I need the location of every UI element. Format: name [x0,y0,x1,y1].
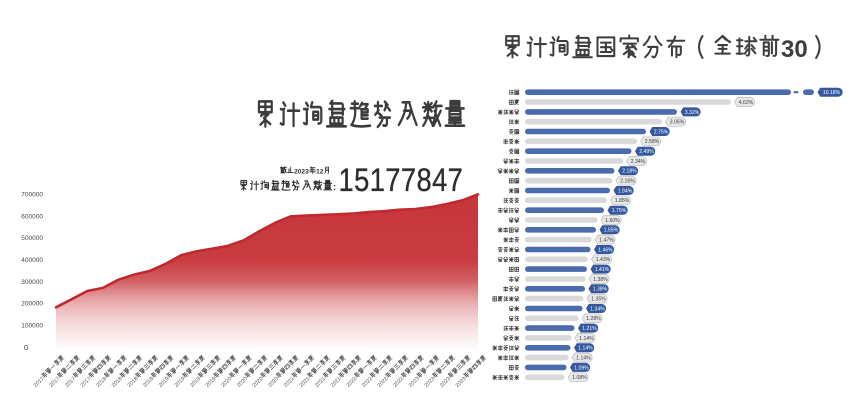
svg-text:1.38%: 1.38% [593,287,608,293]
svg-text:3.32%: 3.32% [685,110,700,116]
svg-text:500000: 500000 [21,235,43,242]
svg-text:30: 30 [781,36,808,63]
svg-text:1.34%: 1.34% [590,306,605,312]
svg-text:400000: 400000 [21,257,43,264]
svg-text:1.35%: 1.35% [591,297,606,303]
svg-text:600000: 600000 [21,213,43,220]
svg-text:700000: 700000 [21,192,43,199]
svg-text:2.18%: 2.18% [622,169,637,175]
svg-text:1.94%: 1.94% [618,188,633,194]
svg-text:1.14%: 1.14% [578,346,593,352]
svg-text:1.21%: 1.21% [582,326,597,332]
svg-text:2.58%: 2.58% [645,139,660,145]
svg-text:2.16%: 2.16% [620,179,635,185]
svg-text:200000: 200000 [21,301,43,308]
svg-text:1.14%: 1.14% [579,336,594,342]
svg-text:1.08%: 1.08% [572,375,587,381]
svg-text:2.49%: 2.49% [639,149,654,155]
svg-text:3.05%: 3.05% [670,120,685,126]
svg-text:1.28%: 1.28% [586,316,601,322]
svg-text:10.18%: 10.18% [823,90,841,96]
svg-text:1.60%: 1.60% [605,218,620,224]
svg-text:1.43%: 1.43% [596,257,611,263]
svg-text:2.34%: 2.34% [631,159,646,165]
svg-text:12: 12 [316,169,324,176]
svg-text::: : [333,182,336,193]
svg-text:1.85%: 1.85% [615,198,630,204]
svg-text:4.62%: 4.62% [739,100,754,106]
svg-text:2023: 2023 [294,169,309,176]
svg-text:0: 0 [24,343,28,352]
svg-text:1.41%: 1.41% [595,267,610,273]
svg-text:1.75%: 1.75% [612,208,627,214]
svg-text:1.55%: 1.55% [604,228,619,234]
svg-text:100000: 100000 [21,322,43,329]
svg-text:300000: 300000 [21,279,43,286]
svg-text:15177847: 15177847 [339,163,464,199]
svg-text:2.75%: 2.75% [654,129,669,135]
svg-text:1.14%: 1.14% [576,356,591,362]
svg-text:1.38%: 1.38% [593,277,608,283]
svg-text:1.47%: 1.47% [599,238,614,244]
svg-text:1.09%: 1.09% [574,365,589,371]
svg-text:1.46%: 1.46% [598,247,613,253]
